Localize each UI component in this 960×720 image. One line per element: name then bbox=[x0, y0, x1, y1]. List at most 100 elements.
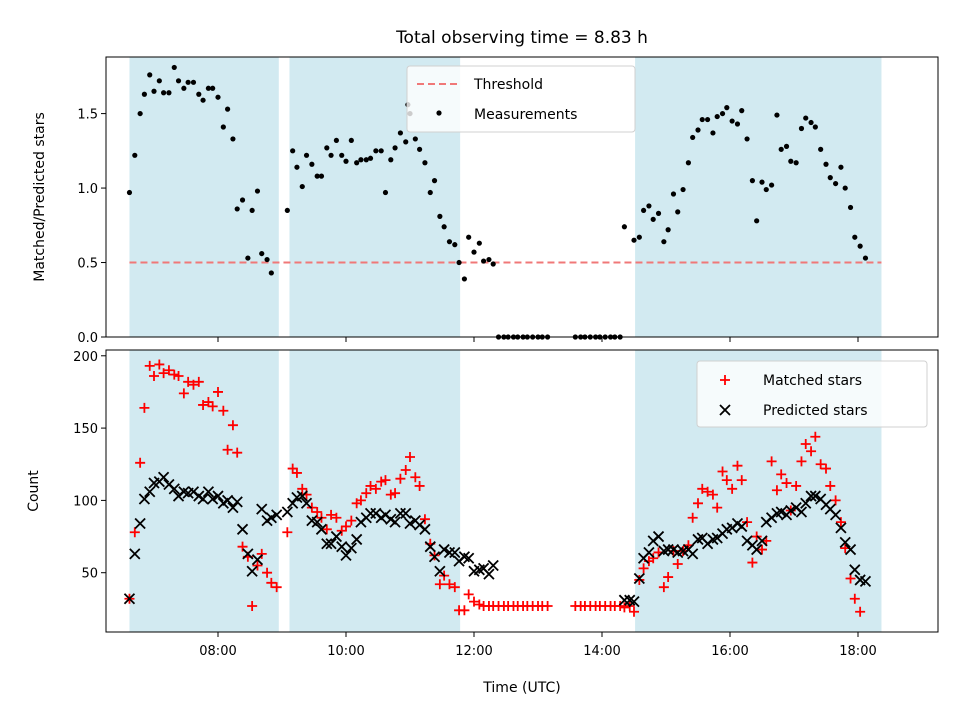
measurement-point bbox=[699, 116, 705, 123]
measurement-point bbox=[461, 276, 467, 282]
measurement-point bbox=[670, 191, 677, 197]
predicted-star-point bbox=[311, 516, 323, 528]
predicted-star-point bbox=[157, 471, 170, 483]
bottom-axes-frame bbox=[105, 349, 939, 633]
matched-star-point bbox=[474, 599, 485, 610]
matched-star-point bbox=[463, 589, 474, 600]
matched-star-point bbox=[291, 467, 302, 478]
measurement-point bbox=[417, 146, 423, 152]
measurement-point bbox=[259, 250, 265, 257]
matched-star-point bbox=[781, 478, 792, 489]
measurement-point bbox=[303, 152, 310, 158]
matched-star-point bbox=[697, 483, 708, 494]
shaded-interval bbox=[635, 57, 882, 337]
measurement-point bbox=[749, 178, 756, 184]
predicted-star-point bbox=[785, 504, 797, 517]
matched-star-point bbox=[193, 376, 204, 387]
legend-predicted-label: Predicted stars bbox=[763, 403, 868, 419]
matched-star-point bbox=[183, 376, 194, 387]
matched-star-point bbox=[766, 456, 777, 467]
matched-star-point bbox=[648, 553, 659, 564]
matched-stars-points bbox=[124, 359, 866, 617]
predicted-star-point bbox=[483, 568, 495, 580]
y-tick-label: 100 bbox=[73, 494, 98, 509]
matched-star-point bbox=[821, 463, 831, 474]
predicted-star-point bbox=[434, 565, 446, 577]
matched-star-point bbox=[129, 527, 140, 538]
predicted-star-point bbox=[202, 486, 215, 498]
matched-star-point bbox=[207, 401, 218, 412]
y-tick-label: 150 bbox=[73, 422, 98, 437]
predicted-star-point bbox=[242, 548, 254, 560]
bottom-legend: Matched stars Predicted stars bbox=[696, 360, 928, 428]
measurement-point bbox=[354, 160, 360, 166]
matched-star-point bbox=[163, 365, 174, 376]
matched-star-point bbox=[321, 524, 332, 535]
matched-star-point bbox=[702, 486, 713, 497]
predicted-star-point bbox=[315, 523, 328, 535]
measurement-point bbox=[185, 79, 191, 85]
matched-star-point bbox=[380, 475, 391, 486]
predicted-star-point bbox=[389, 516, 401, 528]
matched-star-point bbox=[796, 456, 807, 467]
matched-star-point bbox=[390, 488, 401, 499]
predicted-star-point bbox=[364, 507, 377, 520]
measurement-point bbox=[808, 119, 814, 126]
measurement-point bbox=[403, 139, 409, 145]
matched-star-point bbox=[410, 472, 421, 483]
predicted-star-point bbox=[839, 536, 851, 548]
matched-star-point bbox=[361, 488, 372, 499]
matched-star-point bbox=[385, 489, 396, 500]
predicted-star-point bbox=[296, 490, 308, 502]
matched-star-point bbox=[619, 602, 630, 613]
measurement-point bbox=[769, 182, 775, 188]
measurement-point bbox=[328, 152, 334, 158]
predicted-star-point bbox=[321, 538, 333, 550]
matched-star-point bbox=[287, 463, 298, 474]
measurement-point bbox=[705, 116, 711, 123]
matched-star-point bbox=[747, 557, 758, 568]
measurement-point bbox=[655, 210, 662, 216]
top-y-axis-label: Matched/Predicted stars bbox=[32, 112, 48, 282]
measurement-point bbox=[857, 243, 863, 249]
legend-measurements-label: Measurements bbox=[474, 107, 577, 123]
predicted-star-point bbox=[809, 490, 821, 502]
measurement-point bbox=[446, 239, 453, 245]
measurement-point bbox=[714, 113, 720, 120]
matched-star-point bbox=[830, 495, 841, 506]
top-legend-box bbox=[406, 65, 636, 133]
measurement-point bbox=[437, 213, 443, 219]
predicted-star-point bbox=[336, 541, 348, 553]
bottom-y-axis-label: Count bbox=[26, 470, 42, 512]
predicted-star-point bbox=[271, 509, 283, 521]
matched-star-point bbox=[336, 525, 347, 536]
measurement-point bbox=[190, 79, 197, 85]
matched-star-point bbox=[727, 483, 738, 494]
y-tick-label: 50 bbox=[81, 567, 98, 582]
matched-star-point bbox=[615, 600, 626, 611]
matched-star-point bbox=[326, 509, 337, 520]
measurement-point bbox=[422, 160, 428, 166]
predicted-star-point bbox=[221, 494, 234, 507]
measurement-point bbox=[220, 124, 226, 130]
bottom-y-ticks: 50 100 150 200 bbox=[73, 350, 106, 582]
matched-star-point bbox=[707, 489, 718, 500]
measurement-point bbox=[343, 158, 349, 164]
matched-star-point bbox=[139, 402, 150, 413]
x-tick-label: 14:00 bbox=[583, 644, 620, 659]
matched-star-point bbox=[712, 502, 723, 513]
measurement-point bbox=[778, 146, 784, 152]
matched-star-point bbox=[736, 475, 747, 486]
top-x-ticks bbox=[217, 337, 859, 342]
bottom-x-ticks: 08:00 10:00 12:00 14:00 16:00 18:00 bbox=[199, 632, 877, 659]
measurement-point bbox=[823, 161, 829, 167]
predicted-star-point bbox=[168, 483, 180, 495]
measurement-point bbox=[452, 242, 458, 248]
predicted-star-point bbox=[633, 572, 645, 585]
predicted-star-point bbox=[643, 546, 655, 559]
top-axes-frame bbox=[105, 56, 939, 338]
measurement-point bbox=[812, 124, 818, 130]
measurement-point bbox=[382, 189, 389, 196]
measurement-point bbox=[838, 164, 844, 170]
measurement-point bbox=[650, 216, 656, 222]
